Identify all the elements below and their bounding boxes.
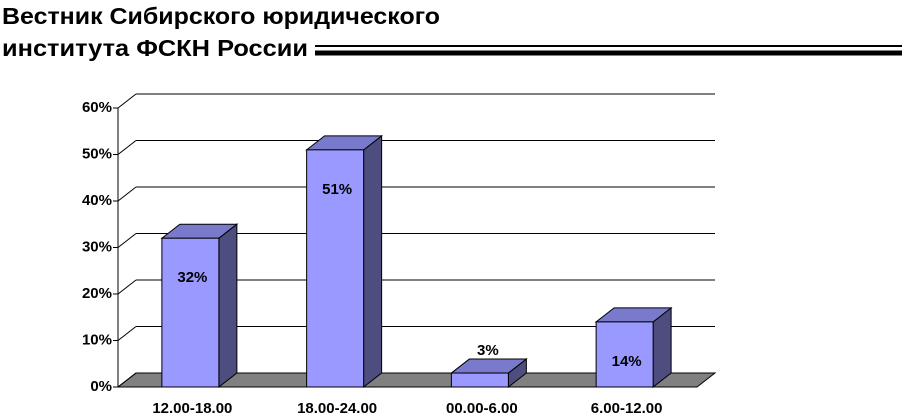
- value-label: 51%: [322, 181, 352, 198]
- grid-depth: [117, 140, 137, 155]
- y-tick-label: 10%: [82, 331, 112, 348]
- bar: [306, 149, 365, 388]
- y-tick-label: 30%: [82, 238, 112, 255]
- x-tick-label: 12.00-18.00: [152, 400, 232, 417]
- x-tick-label: 6.00-12.00: [591, 400, 663, 417]
- value-label: 14%: [612, 353, 642, 370]
- y-tick-label: 50%: [82, 145, 112, 162]
- y-tick-label: 60%: [82, 99, 112, 116]
- grid-depth: [117, 93, 137, 109]
- bar: [161, 237, 220, 388]
- x-tick-label: 18.00-24.00: [297, 400, 377, 417]
- bar-side: [218, 223, 238, 389]
- bar-side: [363, 134, 383, 389]
- bar: [450, 372, 509, 388]
- chart: 0% 10% 20% 30% 40% 50% 60% 12.00-18.00 32% 18.00-…: [82, 93, 717, 417]
- journal-title-line-2: института ФСКН России: [2, 35, 308, 61]
- grid-depth: [117, 326, 137, 341]
- journal-title-line-1: Вестник Сибирского юридического: [2, 3, 440, 29]
- grid-depth: [117, 233, 137, 248]
- y-tick-label: 20%: [82, 285, 112, 302]
- grid-depth: [117, 279, 137, 295]
- bar: [595, 321, 654, 388]
- value-label: 32%: [177, 269, 207, 286]
- y-tick-label: 0%: [90, 378, 112, 395]
- grid-depth: [117, 186, 137, 202]
- value-label: 3%: [477, 342, 499, 359]
- y-tick-label: 40%: [82, 192, 112, 209]
- grid-depth: [117, 372, 137, 388]
- x-tick-label: 00.00-6.00: [446, 400, 518, 417]
